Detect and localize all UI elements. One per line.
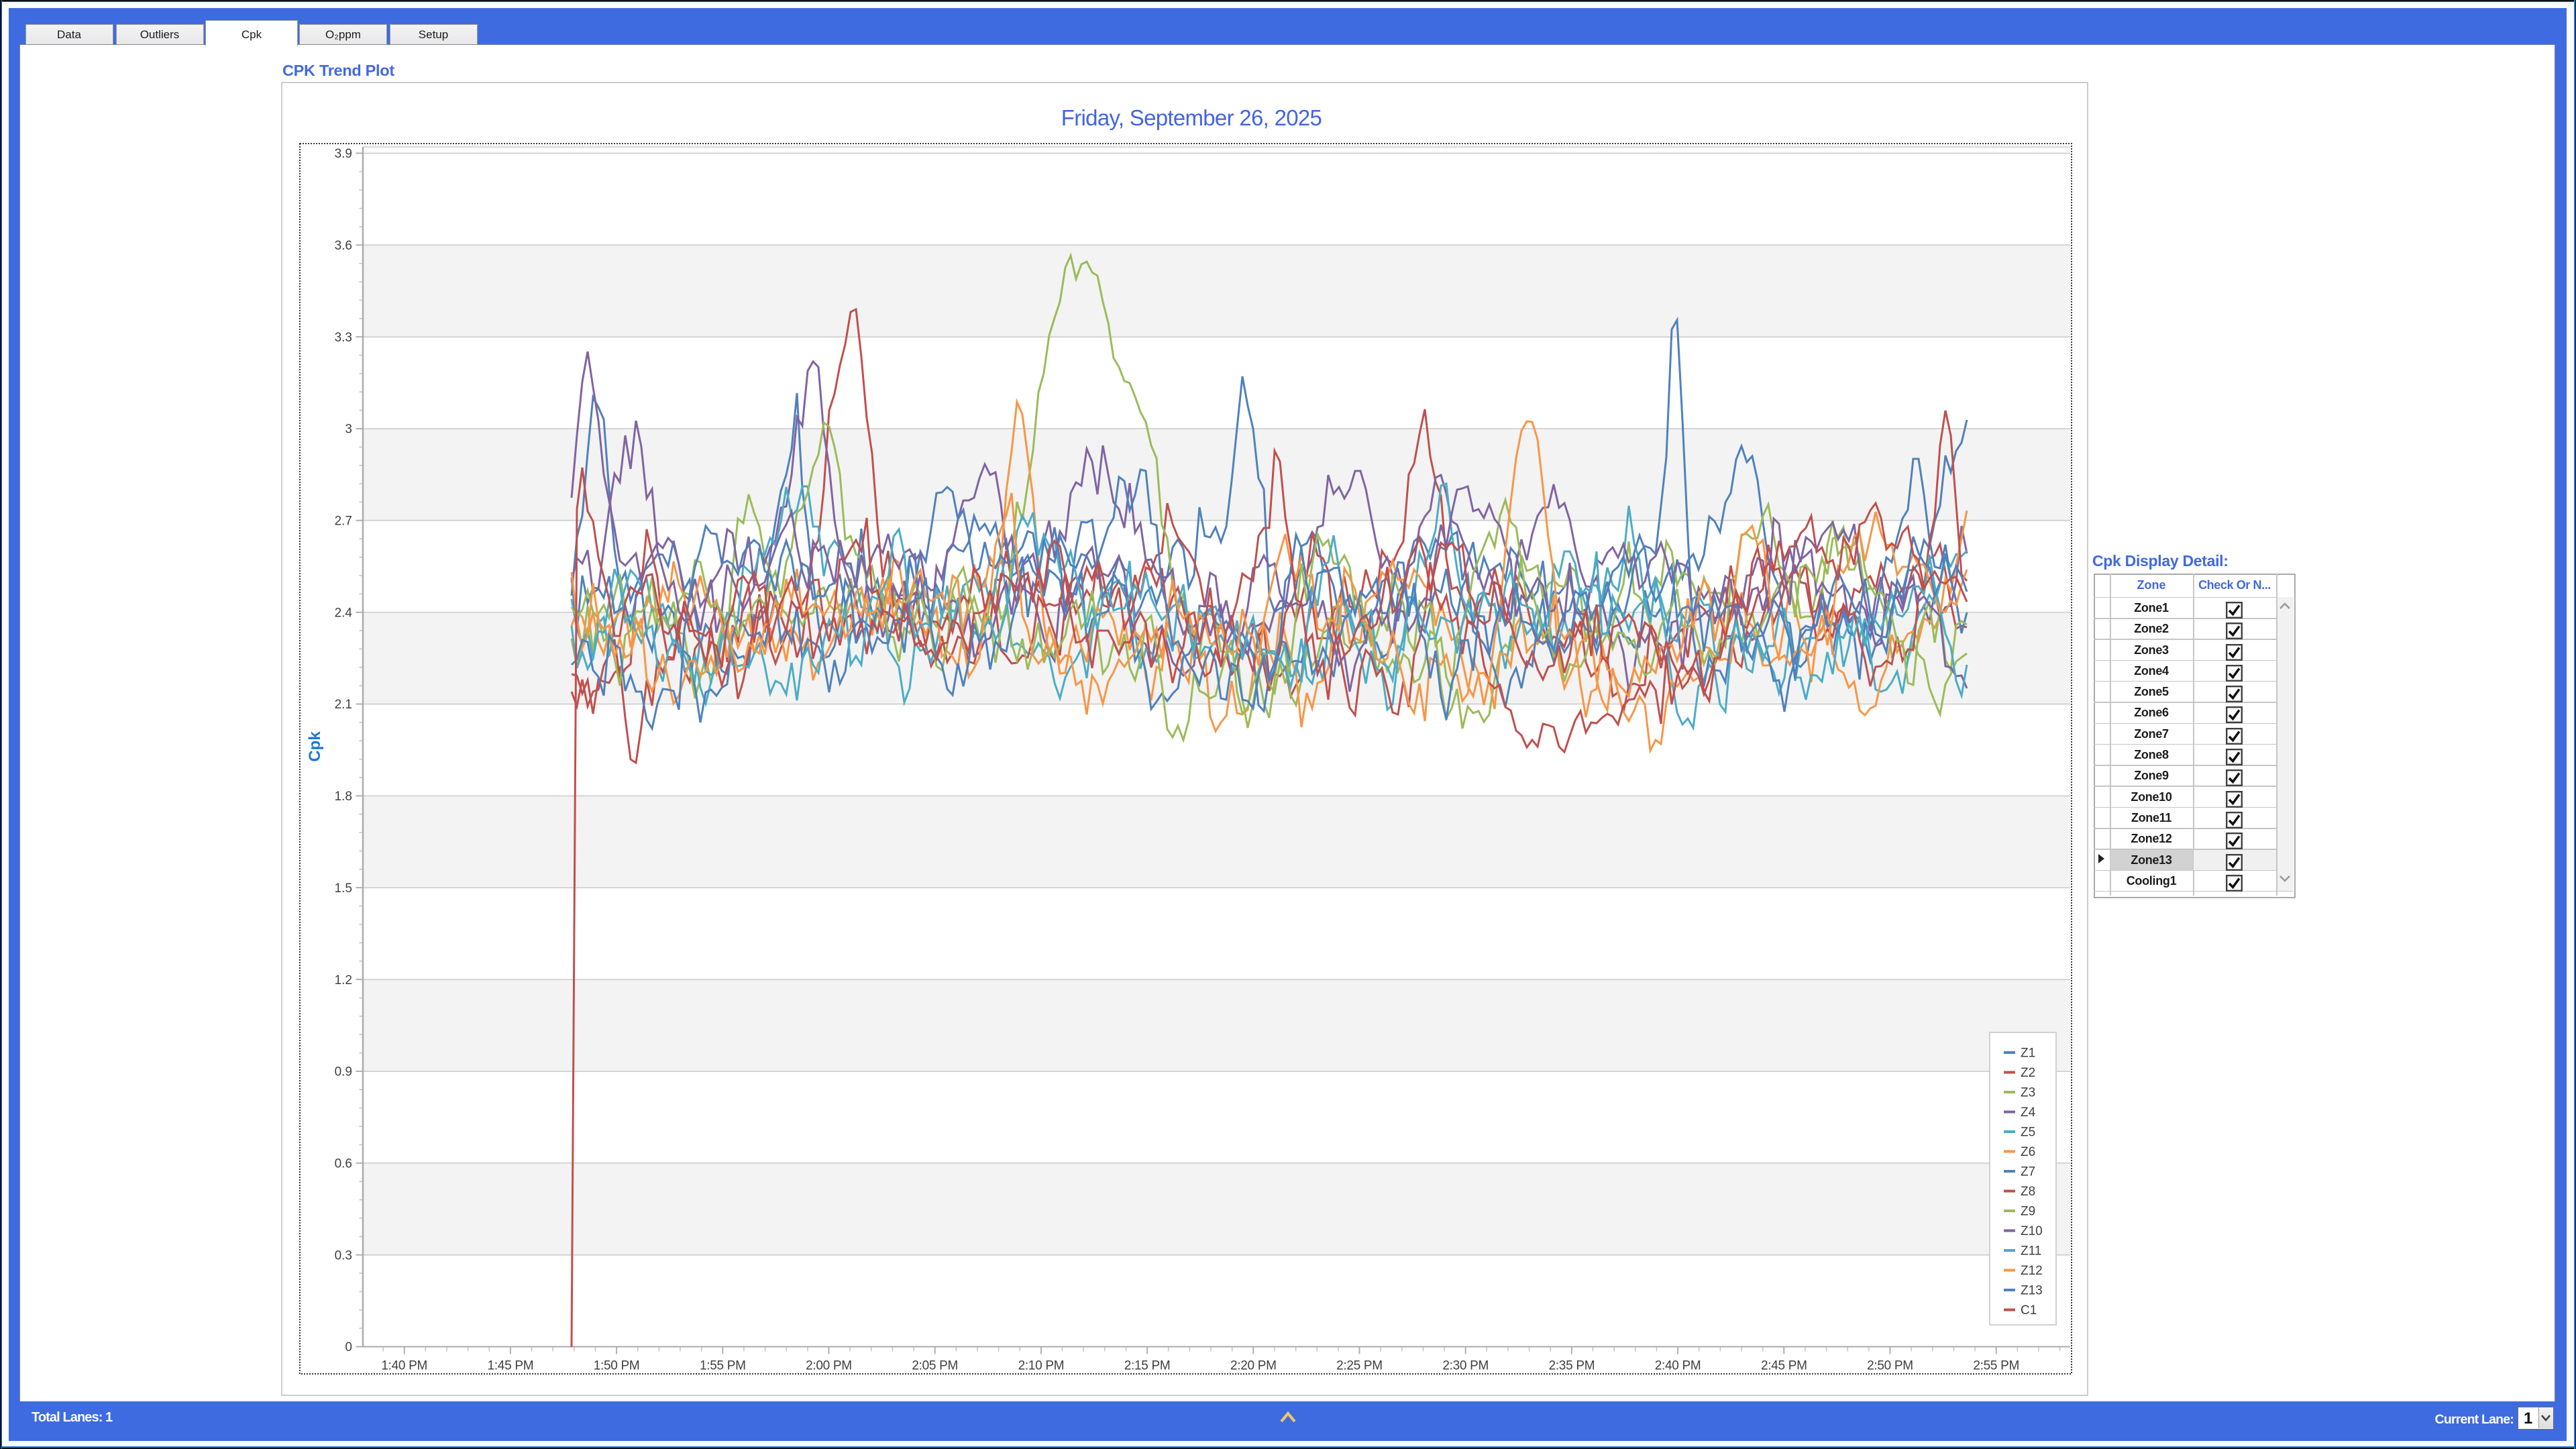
svg-text:Z5: Z5 — [2021, 1126, 2035, 1140]
svg-text:Z7: Z7 — [2021, 1165, 2035, 1179]
svg-text:0.3: 0.3 — [335, 1248, 352, 1263]
svg-text:Z3: Z3 — [2021, 1086, 2035, 1100]
svg-text:Z1: Z1 — [2021, 1046, 2035, 1061]
svg-text:Z9: Z9 — [2021, 1205, 2035, 1219]
svg-text:Cpk: Cpk — [306, 731, 324, 762]
svg-text:2:25 PM: 2:25 PM — [1336, 1359, 1383, 1373]
svg-text:1:55 PM: 1:55 PM — [700, 1359, 746, 1373]
svg-text:2:45 PM: 2:45 PM — [1761, 1359, 1807, 1373]
svg-text:2.1: 2.1 — [335, 698, 352, 712]
svg-text:2:40 PM: 2:40 PM — [1655, 1359, 1701, 1373]
svg-text:0: 0 — [345, 1340, 352, 1354]
svg-text:Z11: Z11 — [2021, 1244, 2041, 1258]
svg-text:2:15 PM: 2:15 PM — [1124, 1359, 1171, 1373]
svg-text:2:35 PM: 2:35 PM — [1549, 1359, 1595, 1373]
svg-text:2.4: 2.4 — [335, 606, 353, 620]
svg-text:Z8: Z8 — [2021, 1185, 2035, 1199]
svg-text:Z2: Z2 — [2021, 1066, 2035, 1080]
svg-text:Z4: Z4 — [2021, 1106, 2036, 1120]
svg-text:3.6: 3.6 — [335, 239, 352, 253]
svg-text:1.8: 1.8 — [335, 790, 352, 804]
svg-text:2:50 PM: 2:50 PM — [1867, 1359, 1913, 1373]
svg-text:Z6: Z6 — [2021, 1145, 2035, 1159]
svg-text:Z13: Z13 — [2021, 1284, 2043, 1298]
svg-text:2.7: 2.7 — [335, 515, 352, 529]
svg-text:2:00 PM: 2:00 PM — [806, 1359, 852, 1373]
svg-text:1:50 PM: 1:50 PM — [594, 1359, 640, 1373]
svg-text:2:55 PM: 2:55 PM — [1973, 1359, 2019, 1373]
svg-text:1.2: 1.2 — [335, 973, 352, 987]
svg-text:3: 3 — [345, 423, 352, 437]
svg-text:Friday, September 26, 2025: Friday, September 26, 2025 — [1061, 105, 1322, 130]
svg-text:Z12: Z12 — [2021, 1264, 2043, 1278]
svg-text:2:10 PM: 2:10 PM — [1018, 1359, 1065, 1373]
svg-text:1:45 PM: 1:45 PM — [488, 1359, 534, 1373]
svg-text:3.3: 3.3 — [335, 331, 352, 345]
svg-text:1:40 PM: 1:40 PM — [381, 1359, 427, 1373]
svg-text:2:20 PM: 2:20 PM — [1230, 1359, 1277, 1373]
svg-text:Z10: Z10 — [2021, 1224, 2043, 1238]
svg-text:0.9: 0.9 — [335, 1065, 352, 1079]
svg-text:2:05 PM: 2:05 PM — [912, 1359, 958, 1373]
svg-text:1.5: 1.5 — [335, 881, 352, 896]
svg-text:2:30 PM: 2:30 PM — [1442, 1359, 1489, 1373]
svg-text:3.9: 3.9 — [335, 147, 352, 161]
svg-text:C1: C1 — [2021, 1303, 2037, 1318]
svg-text:0.6: 0.6 — [335, 1157, 352, 1171]
